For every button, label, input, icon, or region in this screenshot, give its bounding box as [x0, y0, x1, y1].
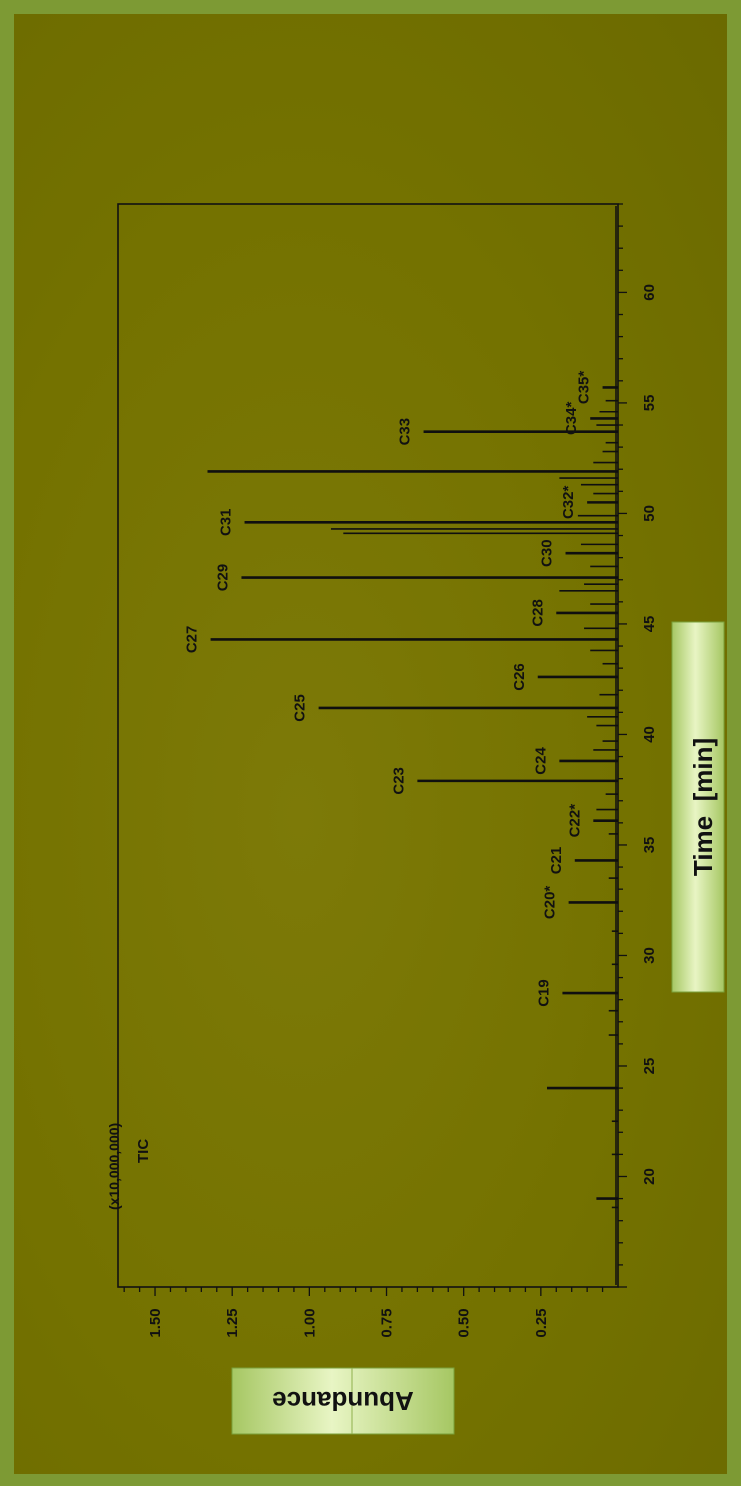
y-axis-label: Abundance — [272, 1386, 414, 1416]
x-tick-label: 45 — [641, 616, 658, 633]
peak-label: C21 — [548, 847, 565, 875]
x-tick-label: 35 — [641, 837, 658, 854]
y-tick-label: 1.50 — [147, 1308, 164, 1337]
y-tick-label: 1.00 — [301, 1308, 318, 1337]
x-axis-label: Time [min] — [688, 738, 718, 876]
x-tick-label: 30 — [641, 947, 658, 964]
peak-label: C28 — [529, 599, 546, 627]
x-tick-label: 50 — [641, 505, 658, 522]
peak-label: C20* — [542, 886, 559, 920]
peak-label: C24 — [532, 747, 549, 775]
multiplier-label: (x10,000,000) — [106, 1123, 122, 1210]
y-tick-label: 0.75 — [379, 1308, 396, 1337]
y-tick-label: 0.25 — [533, 1308, 550, 1337]
peak-label: C19 — [535, 979, 552, 1007]
peak-label: C29 — [214, 564, 231, 592]
peak-label: C25 — [292, 694, 309, 722]
plot-area: 20 25 30 35 40 45 50 55 60 0.25 0.50 0.75 1.00 1.25 1… — [106, 203, 658, 1338]
x-tick-label: 40 — [641, 726, 658, 743]
peak-label: C23 — [390, 767, 407, 795]
peak-label: C31 — [218, 509, 235, 537]
tic-trace — [207, 206, 618, 1285]
peak-label: C27 — [184, 626, 201, 654]
peak-label: C35* — [576, 371, 593, 405]
x-tick-label: 20 — [641, 1168, 658, 1185]
peak-label: C26 — [511, 663, 528, 691]
peak-label: C30 — [539, 539, 556, 567]
trace-label: TIC — [135, 1139, 152, 1163]
y-tick-label: 1.25 — [224, 1308, 241, 1337]
y-tick-label: 0.50 — [456, 1308, 473, 1337]
plot-frame — [117, 203, 619, 1288]
x-tick-label: 25 — [641, 1058, 658, 1075]
peak-label: C34* — [563, 402, 580, 436]
peak-label: C32* — [560, 486, 577, 520]
time-axis: 20 25 30 35 40 45 50 55 60 — [618, 203, 658, 1288]
y-axis-label-box: Abundance — [231, 1367, 455, 1435]
peak-label: C22* — [566, 804, 583, 838]
x-tick-label: 60 — [641, 284, 658, 301]
x-tick-label: 55 — [641, 395, 658, 412]
abundance-axis: 0.25 0.50 0.75 1.00 1.25 1.50 — [123, 1287, 604, 1338]
x-axis-label-box: Time [min] — [671, 621, 725, 993]
peak-label: C33 — [397, 418, 414, 446]
